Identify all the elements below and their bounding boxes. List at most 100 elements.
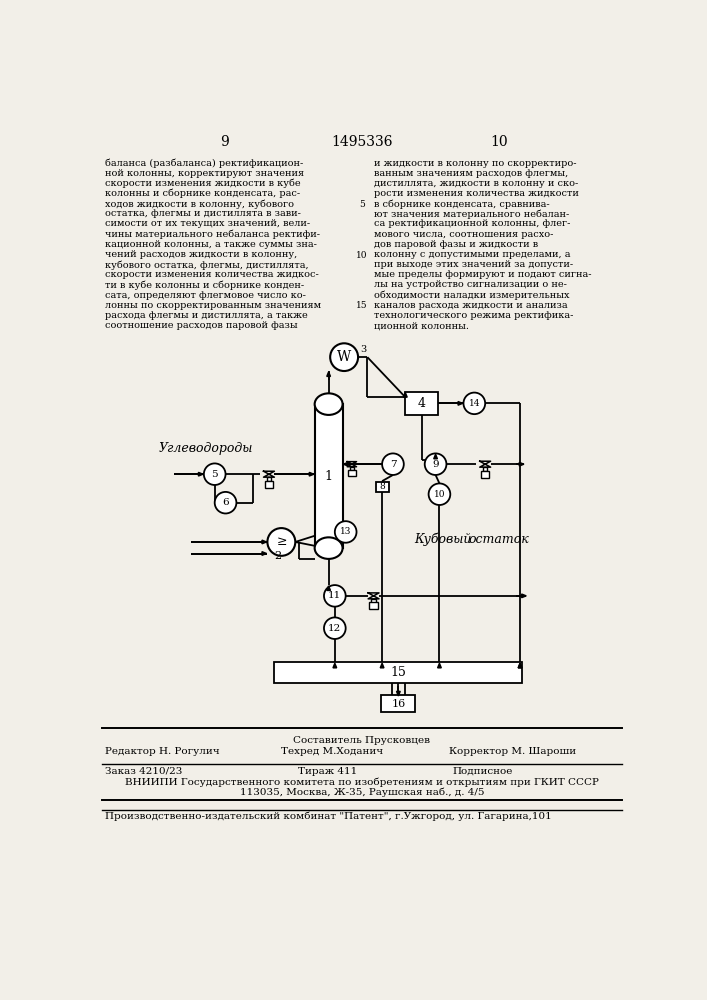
Polygon shape — [433, 454, 438, 459]
Text: 9: 9 — [220, 135, 228, 149]
Circle shape — [330, 343, 358, 371]
Bar — [369, 602, 378, 609]
Text: 5: 5 — [211, 470, 218, 479]
Text: соотношение расходов паровой фазы: соотношение расходов паровой фазы — [105, 321, 298, 330]
Text: ной колонны, корректируют значения: ной колонны, корректируют значения — [105, 169, 305, 178]
Text: 12: 12 — [328, 624, 341, 633]
Text: скорости изменения количества жидкос-: скорости изменения количества жидкос- — [105, 270, 319, 279]
Text: 16: 16 — [391, 699, 406, 709]
Text: лонны по скорректированным значениям: лонны по скорректированным значениям — [105, 301, 322, 310]
Text: кубового остатка, флегмы, дистиллята,: кубового остатка, флегмы, дистиллята, — [105, 260, 309, 270]
Text: 7: 7 — [390, 460, 396, 469]
Bar — [481, 471, 489, 478]
Text: остаток: остаток — [468, 533, 529, 546]
Text: Кубовый: Кубовый — [414, 533, 472, 546]
Text: ≥: ≥ — [277, 535, 287, 548]
Text: 1495336: 1495336 — [331, 135, 392, 149]
Text: ВНИИПИ Государственного комитета по изобретениям и открытиям при ГКИТ СССР: ВНИИПИ Государственного комитета по изоб… — [125, 778, 599, 787]
Text: 11: 11 — [328, 591, 341, 600]
Text: Редактор Н. Рогулич: Редактор Н. Рогулич — [105, 747, 220, 756]
Bar — [267, 477, 271, 481]
Polygon shape — [458, 402, 462, 405]
Bar — [371, 599, 375, 603]
Circle shape — [464, 393, 485, 414]
Text: скорости изменения жидкости в кубе: скорости изменения жидкости в кубе — [105, 179, 301, 188]
Text: 14: 14 — [469, 399, 480, 408]
Text: 2: 2 — [274, 551, 281, 561]
Text: 10: 10 — [491, 135, 508, 149]
Text: технологического режима ректифика-: технологического режима ректифика- — [373, 311, 573, 320]
Polygon shape — [333, 663, 337, 668]
Text: обходимости наладки измерительных: обходимости наладки измерительных — [373, 291, 569, 300]
Bar — [375, 482, 389, 492]
Text: баланса (разбаланса) ректификацион-: баланса (разбаланса) ректификацион- — [105, 158, 304, 168]
Text: чений расходов жидкости в колонну,: чений расходов жидкости в колонну, — [105, 250, 298, 259]
Polygon shape — [344, 462, 348, 466]
Text: расхода флегмы и дистиллята, а также: расхода флегмы и дистиллята, а также — [105, 311, 308, 320]
Ellipse shape — [315, 393, 343, 415]
Text: 5: 5 — [359, 200, 365, 209]
Circle shape — [267, 528, 296, 556]
Text: са ректификационной колонны, флег-: са ректификационной колонны, флег- — [373, 219, 570, 228]
Polygon shape — [327, 586, 330, 590]
Polygon shape — [262, 540, 267, 544]
Text: Подписное: Подписное — [452, 767, 513, 776]
Text: дов паровой фазы и жидкости в: дов паровой фазы и жидкости в — [373, 240, 538, 249]
Text: ционной колонны.: ционной колонны. — [373, 321, 469, 330]
Text: Заказ 4210/23: Заказ 4210/23 — [105, 767, 183, 776]
Text: ванным значениям расходов флегмы,: ванным значениям расходов флегмы, — [373, 169, 568, 178]
Text: чины материального небаланса ректифи-: чины материального небаланса ректифи- — [105, 230, 320, 239]
Text: 15: 15 — [390, 666, 407, 679]
Text: Составитель Прусковцев: Составитель Прусковцев — [293, 736, 431, 745]
Text: Техред М.Ходанич: Техред М.Ходанич — [281, 747, 382, 756]
Text: 4: 4 — [418, 397, 426, 410]
Polygon shape — [519, 462, 524, 466]
Text: 15: 15 — [356, 301, 368, 310]
Bar — [274, 662, 522, 683]
Bar — [264, 481, 273, 488]
Circle shape — [335, 521, 356, 543]
Ellipse shape — [315, 537, 343, 559]
Polygon shape — [262, 552, 267, 555]
Text: 8: 8 — [379, 482, 385, 491]
Circle shape — [324, 617, 346, 639]
Text: ходов жидкости в колонну, кубового: ходов жидкости в колонну, кубового — [105, 199, 294, 209]
Polygon shape — [518, 663, 522, 668]
Bar — [381, 695, 416, 712]
Circle shape — [382, 453, 404, 475]
Text: Производственно-издательский комбинат "Патент", г.Ужгород, ул. Гагарина,101: Производственно-издательский комбинат "П… — [105, 811, 552, 821]
Text: при выходе этих значений за допусти-: при выходе этих значений за допусти- — [373, 260, 573, 269]
Bar — [348, 470, 356, 476]
Polygon shape — [518, 663, 522, 668]
Text: мые пределы формируют и подают сигна-: мые пределы формируют и подают сигна- — [373, 270, 591, 279]
Polygon shape — [522, 594, 526, 598]
Bar — [350, 467, 354, 470]
Bar — [405, 392, 438, 415]
Circle shape — [425, 453, 446, 475]
Text: 113035, Москва, Ж-35, Раушская наб., д. 4/5: 113035, Москва, Ж-35, Раушская наб., д. … — [240, 788, 484, 797]
Text: W: W — [337, 350, 351, 364]
Text: колонну с допустимыми пределами, а: колонну с допустимыми пределами, а — [373, 250, 570, 259]
Text: лы на устройство сигнализации о не-: лы на устройство сигнализации о не- — [373, 280, 566, 289]
Polygon shape — [309, 472, 314, 476]
Polygon shape — [380, 663, 384, 668]
Text: 10: 10 — [433, 490, 445, 499]
Text: Тираж 411: Тираж 411 — [298, 767, 357, 776]
Polygon shape — [327, 372, 330, 376]
Circle shape — [204, 463, 226, 485]
Text: 9: 9 — [432, 460, 439, 469]
Polygon shape — [404, 393, 407, 397]
Text: 1: 1 — [325, 470, 332, 483]
Text: дистиллята, жидкости в колонну и ско-: дистиллята, жидкости в колонну и ско- — [373, 179, 578, 188]
Text: кационной колонны, а также суммы зна-: кационной колонны, а также суммы зна- — [105, 240, 317, 249]
Text: 3: 3 — [361, 345, 367, 354]
Circle shape — [324, 585, 346, 607]
Text: рости изменения количества жидкости: рости изменения количества жидкости — [373, 189, 578, 198]
Text: остатка, флегмы и дистиллята в зави-: остатка, флегмы и дистиллята в зави- — [105, 209, 301, 218]
Text: симости от их текущих значений, вели-: симости от их текущих значений, вели- — [105, 219, 310, 228]
Text: мового числа, соотношения расхо-: мового числа, соотношения расхо- — [373, 230, 553, 239]
Polygon shape — [199, 472, 203, 476]
Text: и жидкости в колонну по скорректиро-: и жидкости в колонну по скорректиро- — [373, 158, 576, 167]
Text: в сборнике конденсата, сравнива-: в сборнике конденсата, сравнива- — [373, 199, 549, 209]
Text: сата, определяют флегмовое число ко-: сата, определяют флегмовое число ко- — [105, 291, 306, 300]
